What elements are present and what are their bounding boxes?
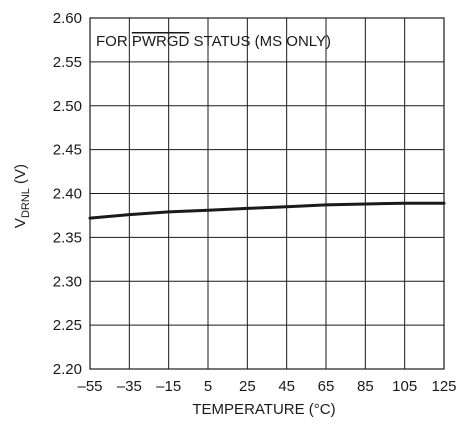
x-tick-label: –55 <box>77 378 102 395</box>
y-axis-label-main: V <box>12 218 29 228</box>
y-axis-label: VDRNL (V) <box>12 164 32 228</box>
x-tick-label: 65 <box>318 378 335 395</box>
annotation-suffix: STATUS (MS ONLY) <box>189 33 331 50</box>
x-tick-label: 85 <box>357 378 374 395</box>
y-tick-label: 2.45 <box>53 142 82 159</box>
x-tick-label: 125 <box>431 378 456 395</box>
x-tick-label: 105 <box>392 378 417 395</box>
y-axis-label-unit: (V) <box>12 164 29 188</box>
y-tick-label: 2.60 <box>53 10 82 27</box>
x-tick-label: 5 <box>204 378 212 395</box>
y-tick-label: 2.55 <box>53 54 82 71</box>
series-lines <box>90 203 444 218</box>
y-tick-label: 2.25 <box>53 317 82 334</box>
x-tick-label: –35 <box>117 378 142 395</box>
annotation-overlined: PWRGD <box>132 33 190 50</box>
series-line <box>90 203 444 218</box>
y-tick-label: 2.35 <box>53 229 82 246</box>
x-tick-label: 25 <box>239 378 256 395</box>
y-tick-label: 2.20 <box>53 361 82 378</box>
y-tick-label: 2.30 <box>53 273 82 290</box>
x-tick-label: 45 <box>278 378 295 395</box>
y-axis-label-subscript: DRNL <box>20 188 32 218</box>
grid <box>90 18 444 369</box>
y-tick-labels: 2.20 2.25 2.30 2.35 2.40 2.45 2.50 2.55 2.60 <box>53 10 82 378</box>
annotation-prefix: FOR <box>96 33 132 50</box>
y-tick-label: 2.50 <box>53 98 82 115</box>
chart-annotation: FOR PWRGD STATUS (MS ONLY) <box>96 33 331 50</box>
y-tick-label: 2.40 <box>53 186 82 203</box>
x-tick-labels: –55 –35 –15 5 25 45 65 85 105 125 <box>77 378 456 395</box>
x-tick-label: –15 <box>156 378 181 395</box>
x-axis-label: TEMPERATURE (°C) <box>192 401 335 418</box>
